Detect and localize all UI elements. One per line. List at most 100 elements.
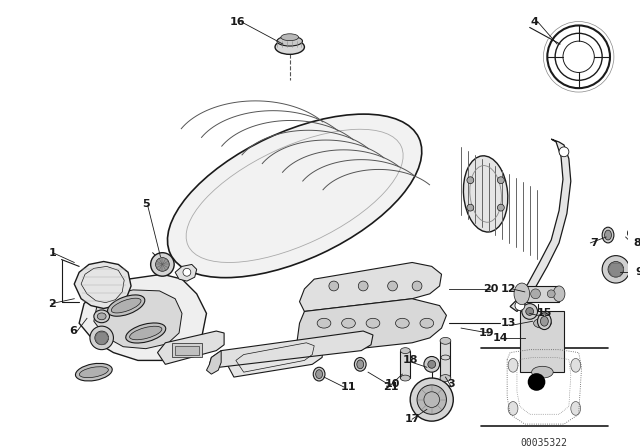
Circle shape — [428, 361, 436, 368]
Circle shape — [424, 357, 440, 372]
Ellipse shape — [602, 227, 614, 243]
Ellipse shape — [277, 36, 303, 46]
Bar — [522, 286, 559, 302]
Bar — [172, 343, 202, 358]
Circle shape — [547, 290, 555, 298]
Ellipse shape — [281, 34, 298, 41]
Ellipse shape — [97, 313, 106, 320]
Text: 14: 14 — [493, 333, 508, 343]
Circle shape — [531, 289, 540, 299]
Polygon shape — [175, 264, 196, 281]
Ellipse shape — [440, 375, 451, 382]
Circle shape — [526, 307, 534, 315]
Ellipse shape — [108, 295, 145, 316]
Ellipse shape — [130, 326, 162, 340]
Circle shape — [358, 281, 368, 291]
Text: 18: 18 — [403, 355, 418, 366]
Ellipse shape — [463, 156, 508, 232]
Ellipse shape — [401, 375, 410, 381]
Text: 19: 19 — [479, 328, 494, 338]
Circle shape — [417, 385, 447, 414]
Ellipse shape — [366, 319, 380, 328]
Text: 8: 8 — [634, 238, 640, 248]
Bar — [440, 341, 451, 378]
Text: 3: 3 — [447, 379, 455, 389]
Ellipse shape — [316, 370, 323, 379]
Text: 12: 12 — [500, 284, 516, 294]
Ellipse shape — [355, 358, 366, 371]
Ellipse shape — [275, 40, 305, 54]
Circle shape — [528, 373, 545, 391]
Text: 5: 5 — [142, 199, 150, 209]
Circle shape — [329, 281, 339, 291]
Circle shape — [150, 253, 174, 276]
Text: 21: 21 — [383, 382, 398, 392]
Text: 10: 10 — [385, 379, 400, 389]
Polygon shape — [226, 341, 324, 377]
Text: 7: 7 — [591, 238, 598, 248]
Text: 15: 15 — [537, 308, 552, 319]
Ellipse shape — [420, 319, 434, 328]
Text: 16: 16 — [230, 17, 246, 26]
Circle shape — [515, 301, 525, 310]
Polygon shape — [300, 263, 442, 311]
Circle shape — [412, 281, 422, 291]
Circle shape — [467, 204, 474, 211]
Circle shape — [183, 268, 191, 276]
Ellipse shape — [76, 363, 112, 381]
Ellipse shape — [540, 316, 548, 326]
Circle shape — [602, 256, 630, 283]
Text: 13: 13 — [500, 318, 516, 328]
Text: 20: 20 — [483, 284, 498, 294]
Circle shape — [497, 177, 504, 184]
Text: 4: 4 — [531, 17, 538, 26]
Ellipse shape — [401, 348, 410, 353]
Ellipse shape — [628, 227, 640, 240]
Circle shape — [559, 147, 569, 157]
Ellipse shape — [440, 337, 451, 344]
Text: 17: 17 — [404, 414, 420, 424]
Ellipse shape — [571, 401, 580, 415]
Ellipse shape — [79, 367, 108, 378]
Ellipse shape — [125, 323, 166, 343]
Circle shape — [90, 326, 113, 349]
Bar — [401, 351, 410, 378]
Text: 2: 2 — [48, 299, 56, 309]
Ellipse shape — [571, 358, 580, 372]
Polygon shape — [207, 351, 221, 374]
Ellipse shape — [534, 319, 551, 328]
Circle shape — [156, 258, 169, 271]
Polygon shape — [157, 331, 224, 364]
Ellipse shape — [111, 298, 141, 313]
Text: 11: 11 — [340, 382, 356, 392]
Circle shape — [522, 304, 538, 319]
Ellipse shape — [357, 360, 364, 369]
Ellipse shape — [94, 310, 109, 323]
Ellipse shape — [532, 366, 553, 378]
Polygon shape — [296, 299, 447, 354]
Circle shape — [608, 262, 624, 277]
Ellipse shape — [317, 319, 331, 328]
Circle shape — [388, 281, 397, 291]
Circle shape — [410, 378, 453, 421]
Polygon shape — [510, 139, 571, 311]
Ellipse shape — [168, 114, 422, 278]
Ellipse shape — [605, 230, 611, 240]
Bar — [175, 346, 198, 354]
Ellipse shape — [630, 229, 640, 237]
Text: 9: 9 — [636, 267, 640, 277]
Text: 00035322: 00035322 — [521, 438, 568, 448]
Polygon shape — [74, 262, 131, 309]
Ellipse shape — [514, 283, 530, 305]
Ellipse shape — [538, 313, 551, 330]
Text: 6: 6 — [69, 326, 77, 336]
Ellipse shape — [342, 319, 355, 328]
Polygon shape — [209, 331, 373, 367]
Polygon shape — [79, 274, 207, 361]
Text: 1: 1 — [49, 248, 56, 258]
Ellipse shape — [508, 358, 518, 372]
Polygon shape — [94, 290, 182, 349]
Bar — [520, 311, 564, 372]
Circle shape — [497, 204, 504, 211]
Ellipse shape — [396, 319, 409, 328]
